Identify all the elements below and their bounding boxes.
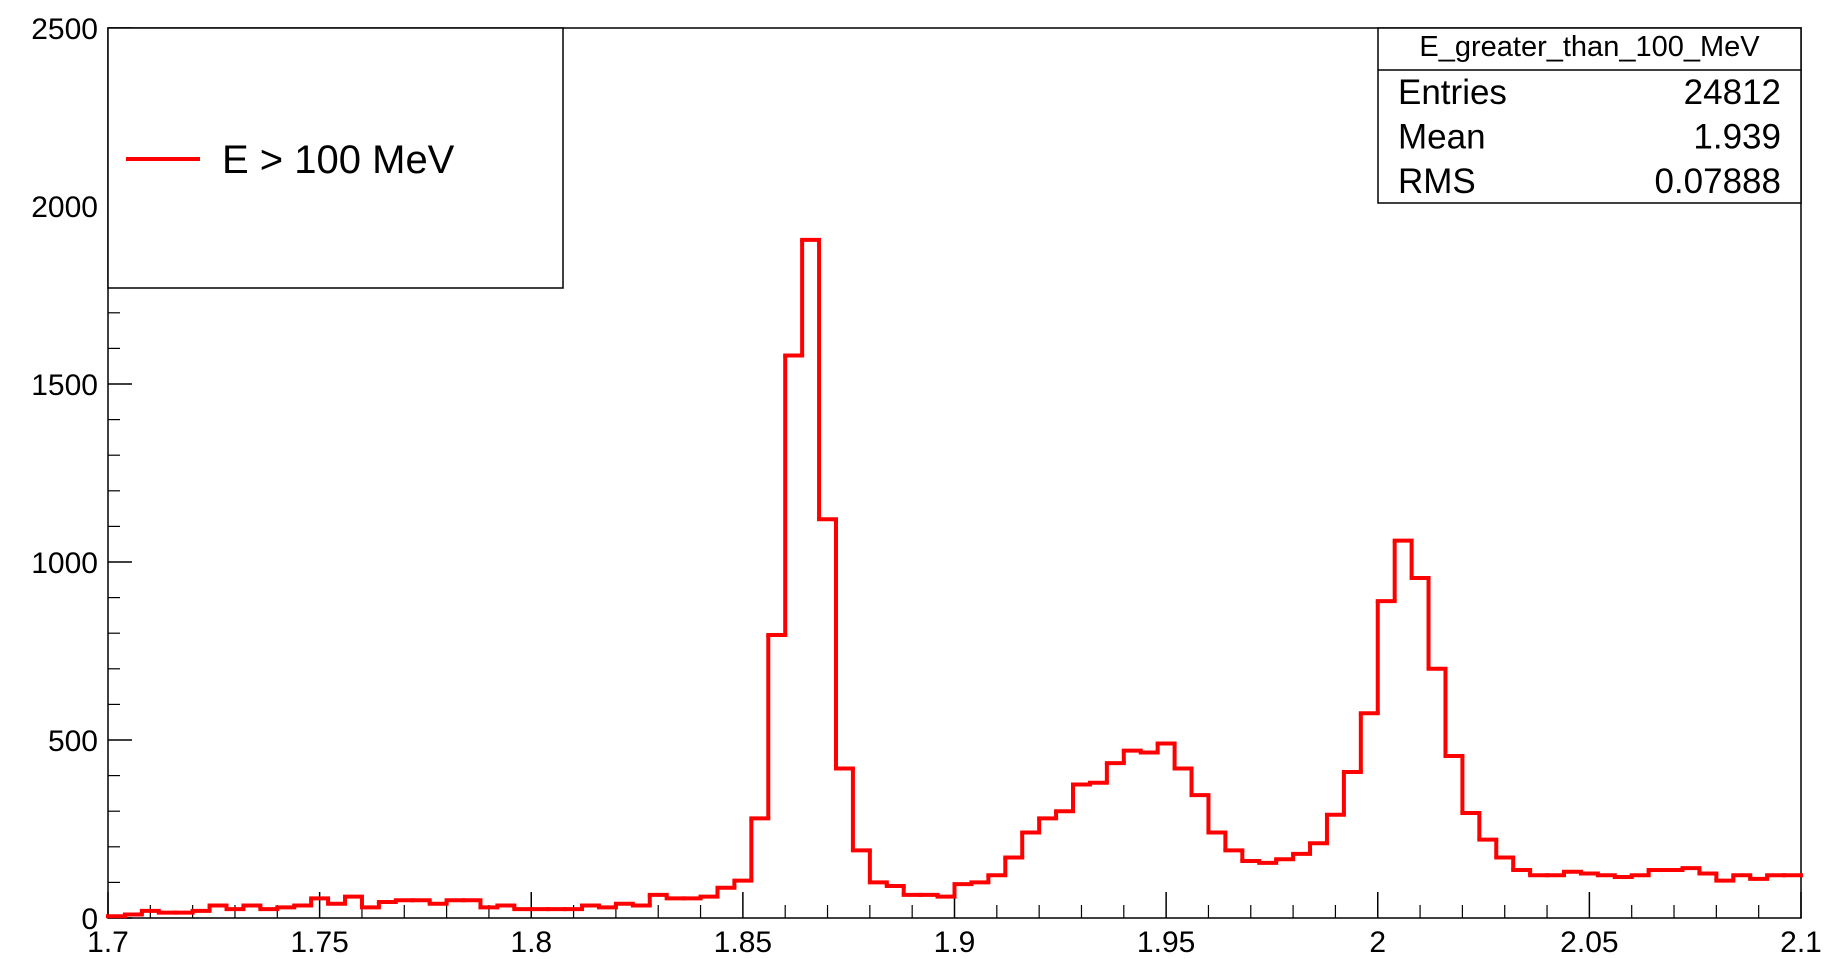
- x-tick-label: 2.05: [1560, 926, 1618, 959]
- y-tick-label: 1000: [31, 547, 98, 580]
- y-tick-label: 0: [81, 903, 98, 936]
- stats-label: RMS: [1398, 162, 1476, 201]
- y-tick-label: 2500: [31, 13, 98, 46]
- stats-label: Entries: [1398, 73, 1507, 112]
- x-tick-label: 2.1: [1780, 926, 1822, 959]
- x-tick-label: 1.75: [290, 926, 348, 959]
- stats-label: Mean: [1398, 118, 1486, 157]
- stats-title: E_greater_than_100_MeV: [1419, 31, 1760, 63]
- y-tick-label: 500: [48, 725, 98, 758]
- stats-value: 24812: [1684, 73, 1781, 112]
- x-tick-label: 1.95: [1137, 926, 1195, 959]
- x-tick-label: 1.85: [714, 926, 772, 959]
- x-tick-label: 1.9: [934, 926, 976, 959]
- legend-label: E > 100 MeV: [222, 138, 455, 182]
- stats-value: 1.939: [1693, 118, 1781, 157]
- x-tick-label: 1.7: [87, 926, 129, 959]
- y-tick-label: 1500: [31, 369, 98, 402]
- x-tick-label: 1.8: [510, 926, 552, 959]
- y-tick-label: 2000: [31, 191, 98, 224]
- stats-value: 0.07888: [1654, 162, 1781, 201]
- x-tick-label: 2: [1369, 926, 1386, 959]
- stats-box: [1377, 27, 1802, 204]
